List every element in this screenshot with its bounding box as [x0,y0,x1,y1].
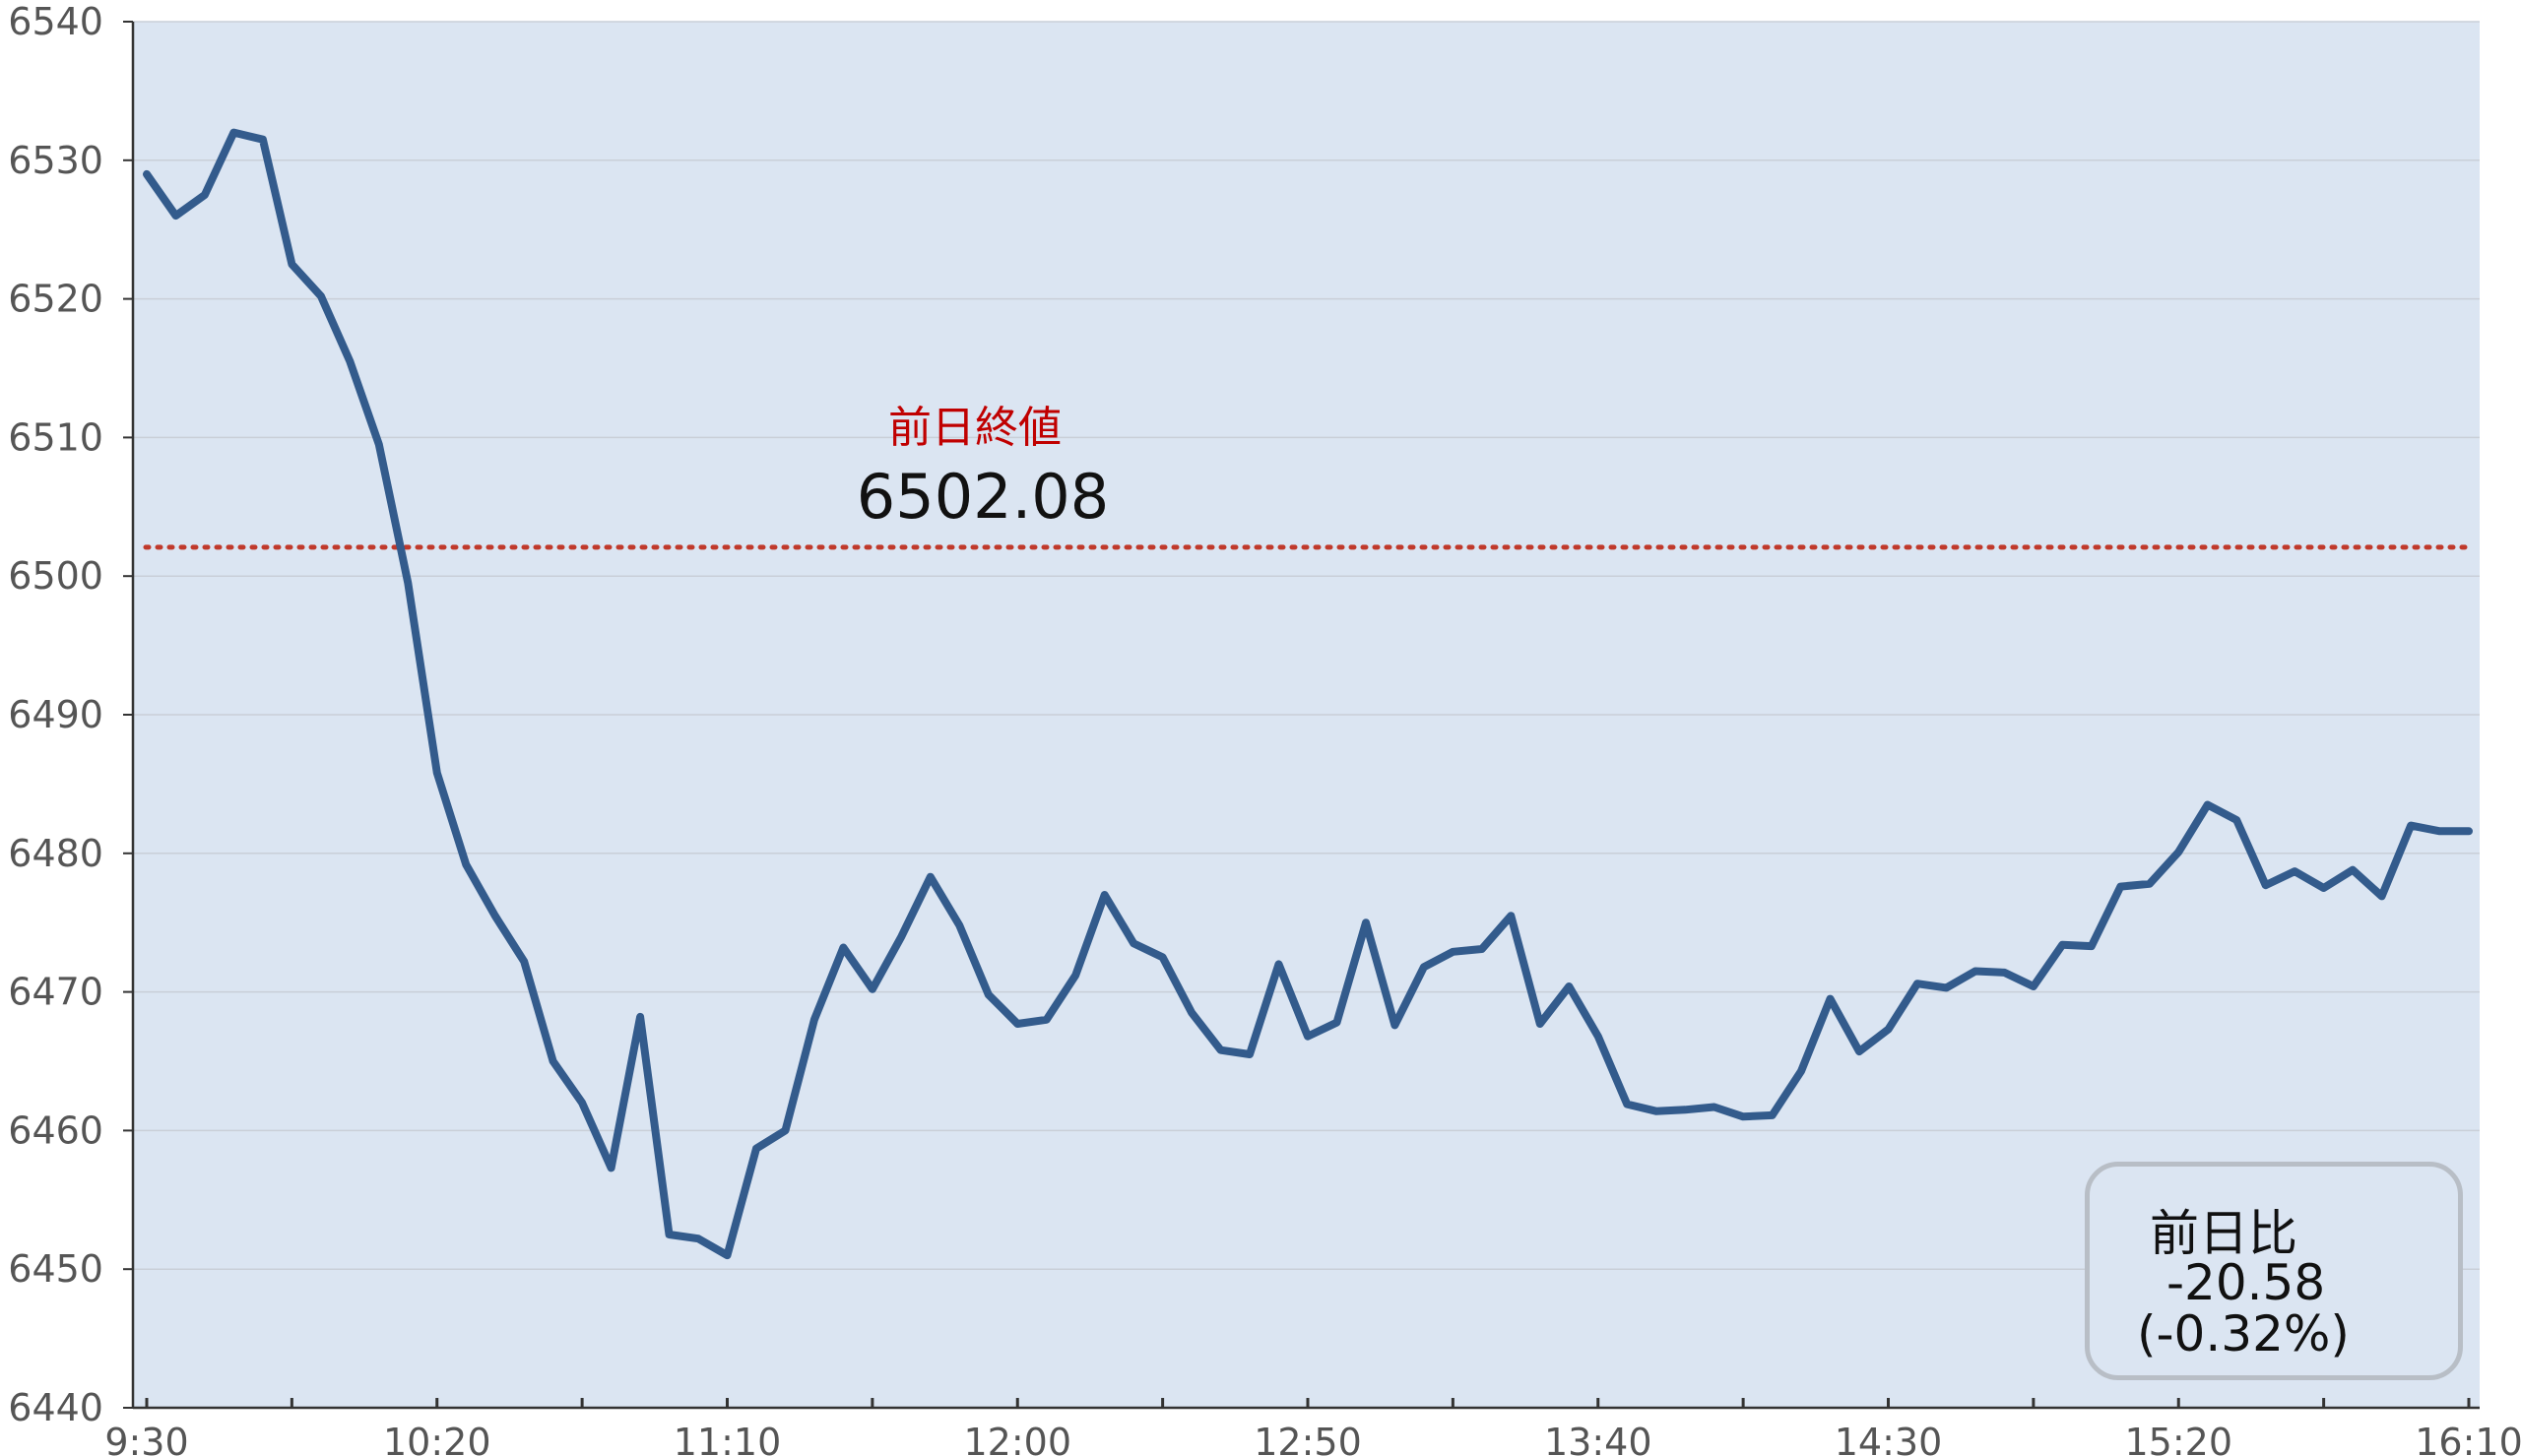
change-value: -20.58 [2166,1254,2326,1311]
y-tick-label-6520: 6520 [8,278,103,321]
x-tick-label-9:30: 9:30 [104,1421,188,1456]
x-tick-label-14:30: 14:30 [1835,1421,1943,1456]
x-tick-label-10:20: 10:20 [383,1421,491,1456]
x-tick-label-11:10: 11:10 [674,1421,782,1456]
x-tick-label-15:20: 15:20 [2124,1421,2232,1456]
y-tick-label-6540: 6540 [8,0,103,43]
y-tick-label-6460: 6460 [8,1108,103,1152]
series-group [143,128,2473,1260]
y-tick-label-6490: 6490 [8,693,103,736]
change-box [2085,1162,2463,1380]
reference-line-group: 前日終値 6502.08 [143,403,2470,550]
change-label: 前日比 [2150,1205,2297,1262]
y-tick-label-6470: 6470 [8,971,103,1014]
reference-value: 6502.08 [857,461,1109,533]
y-tick-label-6530: 6530 [8,139,103,182]
change-percent: (-0.32%) [2137,1305,2350,1362]
y-tick-label-6510: 6510 [8,415,103,459]
tick-labels: 6440 6450 6460 6470 6480 6490 6500 6510 6520 6530… [8,0,2521,1456]
x-tick-label-12:00: 12:00 [963,1421,1071,1456]
x-tick-label-12:50: 12:50 [1254,1421,1362,1456]
y-tick-label-6480: 6480 [8,832,103,875]
y-tick-label-6450: 6450 [8,1247,103,1291]
x-tick-label-16:10: 16:10 [2415,1421,2521,1456]
x-tick-label-13:40: 13:40 [1544,1421,1652,1456]
reference-label: 前日終値 [888,403,1062,453]
gridlines [133,21,2480,1270]
axes [123,21,2480,1410]
y-tick-label-6440: 6440 [8,1386,103,1429]
series-line [143,128,2473,1260]
y-tick-label-6500: 6500 [8,554,103,598]
